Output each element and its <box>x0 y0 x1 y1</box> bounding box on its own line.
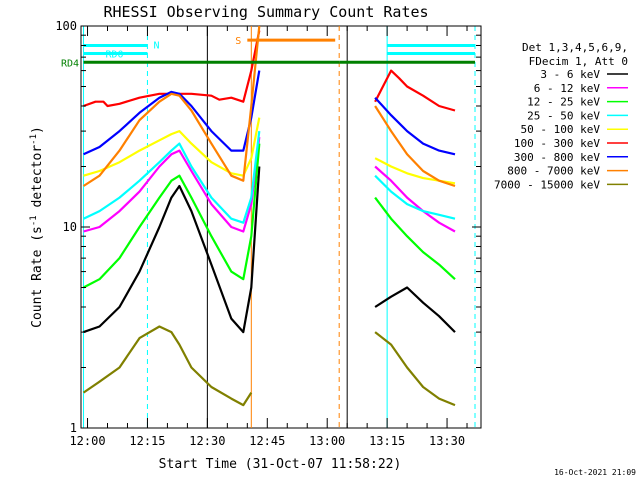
series-line-300-800-kev <box>83 70 261 156</box>
x-tick-label: 13:15 <box>369 434 405 448</box>
series-line-12-25-kev <box>374 196 456 281</box>
x-axis: 12:00 12:15 12:30 12:45 13:00 13:15 13:30 <box>69 26 468 448</box>
series-line-6-12-kev <box>83 136 261 233</box>
plot-frame <box>80 25 482 429</box>
series-line-100-300-kev <box>374 69 456 112</box>
footer-date: 16-Oct-2021 21:09 <box>554 468 636 477</box>
x-tick-label: 12:00 <box>69 434 105 448</box>
y-axis-label-part-3: ) <box>30 126 45 134</box>
x-tick-label: 13:30 <box>429 434 465 448</box>
flag-label-s: S <box>235 36 241 47</box>
legend-label-7000-15000-kev: 7000 - 15000 keV <box>494 178 600 191</box>
legend-label-50-100-kev: 50 - 100 keV <box>521 123 601 136</box>
y-axis: 1 10 100 <box>55 19 481 435</box>
x-tick-label: 12:45 <box>249 434 285 448</box>
vertical-markers <box>83 26 476 428</box>
series-line-7000-15000-kev <box>82 325 253 407</box>
legend-label-100-300-kev: 100 - 300 keV <box>514 137 600 150</box>
flag-label-rd4: RD4 <box>61 58 79 69</box>
legend: Det 1,3,4,5,6,9, FDecim 1, Att 0 3 - 6 k… <box>494 41 628 191</box>
y-axis-label-part-1: Count Rate (s <box>30 226 45 328</box>
legend-label-3-6-kev: 3 - 6 keV <box>540 68 600 81</box>
series-line-7000-15000-kev <box>374 331 456 407</box>
legend-label-25-50-kev: 25 - 50 keV <box>527 109 600 122</box>
flag-label-rd0: RD0 <box>106 49 124 60</box>
series-layer <box>82 25 456 407</box>
legend-header-line-2: FDecim 1, Att 0 <box>529 55 628 68</box>
series-line-6-12-kev <box>374 165 456 233</box>
y-axis-label-exp-2: -1 <box>29 134 39 145</box>
series-line-25-50-kev <box>83 130 261 224</box>
series-line-3-6-kev <box>374 286 456 333</box>
plot-border <box>80 25 482 429</box>
y-axis-label-exp-1: -1 <box>29 215 39 226</box>
series-line-25-50-kev <box>374 174 456 220</box>
y-axis-label-part-2: detector <box>30 145 45 216</box>
y-tick-label: 10 <box>63 220 77 234</box>
x-tick-label: 12:15 <box>129 434 165 448</box>
series-line-300-800-kev <box>374 96 456 156</box>
series-line-12-25-kev <box>82 143 261 289</box>
legend-label-800-7000-kev: 800 - 7000 keV <box>507 165 600 178</box>
x-axis-label: Start Time (31-Oct-07 11:58:22) <box>159 457 402 472</box>
legend-label-300-800-kev: 300 - 800 keV <box>514 151 600 164</box>
flags-layer: N RD0 RD4 S <box>61 36 476 69</box>
series-line-50-100-kev <box>83 117 261 177</box>
chart-title: RHESSI Observing Summary Count Rates <box>103 3 428 21</box>
x-tick-label: 13:00 <box>309 434 345 448</box>
y-tick-label: 1 <box>70 421 77 435</box>
legend-label-12-25-kev: 12 - 25 keV <box>527 96 600 109</box>
y-tick-label: 100 <box>55 19 77 33</box>
flag-label-n: N <box>153 40 159 51</box>
y-axis-label: Count Rate (s-1 detector-1) <box>29 126 45 328</box>
series-line-800-7000-kev <box>374 105 456 188</box>
x-tick-label: 12:30 <box>189 434 225 448</box>
series-line-800-7000-kev <box>82 25 261 187</box>
series-line-3-6-kev <box>83 166 261 334</box>
legend-header-line-1: Det 1,3,4,5,6,9, <box>522 41 628 54</box>
legend-label-6-12-kev: 6 - 12 keV <box>534 82 601 95</box>
